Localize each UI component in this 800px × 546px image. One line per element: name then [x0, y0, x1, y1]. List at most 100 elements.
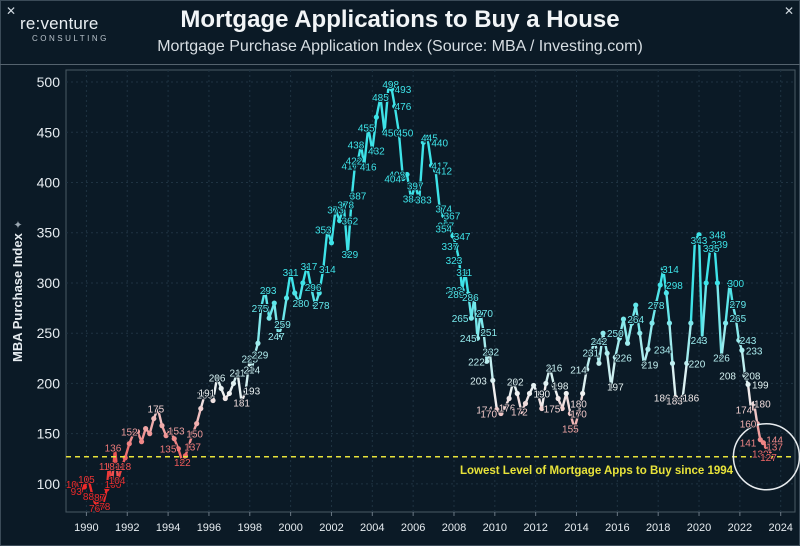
- series-segment: [305, 264, 313, 289]
- close-icon-right[interactable]: ✕: [783, 4, 794, 18]
- data-point: [714, 280, 721, 286]
- data-point: [437, 206, 443, 212]
- data-label: 311: [456, 268, 472, 279]
- data-point: [526, 390, 533, 397]
- data-label: 417: [431, 161, 448, 172]
- data-label: 206: [209, 373, 226, 384]
- series-segment: [244, 357, 251, 392]
- y-tick-label: 150: [37, 426, 61, 442]
- data-point: [271, 300, 277, 306]
- series-segment: [724, 281, 731, 325]
- data-point: [255, 340, 261, 346]
- data-label: 175: [544, 405, 561, 416]
- series-segment: [148, 417, 156, 435]
- data-label: 329: [341, 250, 358, 261]
- data-point: [653, 300, 659, 306]
- data-label: 408: [388, 170, 405, 181]
- data-point: [316, 290, 322, 296]
- data-point: [510, 378, 516, 385]
- data-point: [155, 405, 161, 412]
- data-label: 498: [382, 80, 399, 91]
- data-label: 144: [766, 436, 783, 447]
- data-point: [222, 395, 228, 402]
- data-label: 378: [337, 201, 354, 212]
- data-point: [684, 360, 690, 366]
- data-label: 191: [199, 388, 216, 399]
- data-point: [243, 387, 249, 394]
- data-point: [167, 428, 173, 434]
- data-label: 362: [341, 217, 358, 228]
- data-label: 78: [99, 502, 111, 513]
- series-segment: [350, 164, 357, 197]
- data-point: [210, 397, 216, 404]
- data-label: 136: [105, 444, 122, 455]
- logo-brand: re:venture: [20, 14, 99, 33]
- x-tick-label: 1994: [156, 522, 180, 534]
- data-point: [73, 481, 79, 487]
- data-label: 202: [507, 377, 524, 388]
- series-segment: [614, 337, 621, 359]
- data-point: [163, 433, 169, 439]
- series-segment: [473, 295, 479, 340]
- y-axis-label: MBA Purchase Index: [10, 233, 25, 362]
- data-point: [185, 444, 192, 450]
- data-point: [739, 347, 745, 353]
- data-label: 384: [403, 195, 420, 206]
- data-label: 93: [71, 487, 83, 498]
- data-point: [304, 263, 310, 269]
- data-label: 233: [746, 346, 763, 357]
- data-point: [404, 171, 410, 178]
- data-label: 289: [448, 290, 465, 301]
- series-segment: [289, 270, 296, 295]
- data-label: 105: [78, 475, 95, 486]
- data-point: [474, 335, 481, 341]
- data-label: 130: [752, 450, 769, 461]
- logo-sub: CONSULTING: [32, 34, 109, 43]
- data-label: 141: [740, 439, 757, 450]
- series-segment: [565, 392, 572, 415]
- series-segment: [646, 321, 654, 351]
- data-point: [480, 329, 487, 335]
- data-point: [198, 405, 204, 412]
- data-label: 383: [415, 196, 432, 207]
- data-point: [450, 233, 456, 239]
- y-tick-label: 400: [37, 175, 61, 191]
- x-tick-label: 2010: [483, 522, 507, 534]
- y-tick-label: 350: [37, 225, 61, 241]
- data-label: 275: [252, 304, 269, 315]
- y-tick-label: 250: [37, 325, 61, 341]
- data-label: 174: [476, 406, 493, 417]
- data-point: [718, 354, 725, 360]
- x-tick-label: 2004: [360, 522, 384, 534]
- data-point: [727, 280, 733, 286]
- data-point: [692, 237, 698, 243]
- data-point: [275, 333, 281, 339]
- data-label: 293: [260, 286, 277, 297]
- data-point: [392, 103, 398, 109]
- data-label: 242: [591, 337, 608, 348]
- data-point: [377, 94, 384, 100]
- data-label: 174: [736, 406, 753, 417]
- data-label: 190: [533, 389, 550, 400]
- data-label: 216: [546, 363, 563, 374]
- data-point: [328, 240, 335, 246]
- series-segment: [318, 267, 325, 295]
- data-label: 278: [648, 301, 665, 312]
- data-label: 88: [83, 492, 95, 503]
- data-label: 170: [570, 410, 587, 421]
- data-point: [81, 484, 87, 490]
- data-point: [424, 134, 431, 140]
- series-segment: [734, 316, 741, 342]
- data-label: 311: [283, 268, 299, 279]
- data-point: [247, 355, 253, 361]
- data-point: [100, 503, 106, 509]
- data-point: [584, 366, 590, 372]
- data-label: 455: [358, 123, 375, 134]
- data-point: [680, 394, 686, 401]
- series-segment: [393, 104, 401, 134]
- data-label: 247: [268, 332, 285, 343]
- data-point: [641, 361, 647, 367]
- data-label: 208: [719, 371, 736, 382]
- close-icon[interactable]: ✕: [6, 4, 17, 18]
- series-segment: [585, 351, 592, 371]
